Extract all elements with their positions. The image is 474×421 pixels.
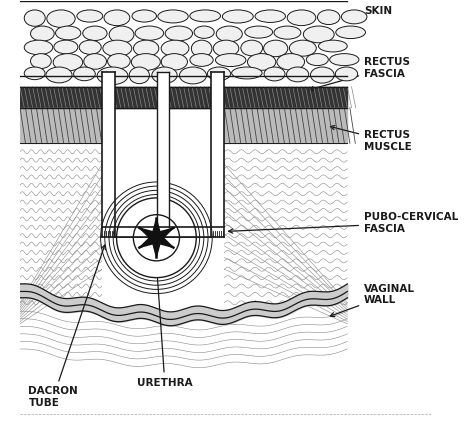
Ellipse shape: [30, 26, 54, 41]
Ellipse shape: [84, 53, 107, 69]
Ellipse shape: [77, 10, 103, 22]
Ellipse shape: [232, 67, 262, 79]
Ellipse shape: [213, 40, 239, 56]
Ellipse shape: [46, 67, 72, 83]
Bar: [157, 72, 169, 237]
Ellipse shape: [287, 10, 316, 26]
Ellipse shape: [336, 26, 365, 39]
Ellipse shape: [132, 10, 156, 22]
Circle shape: [133, 215, 180, 261]
Ellipse shape: [216, 26, 242, 42]
Ellipse shape: [306, 53, 328, 66]
Ellipse shape: [97, 67, 128, 85]
Ellipse shape: [180, 67, 207, 84]
Ellipse shape: [194, 26, 214, 38]
Text: RECTUS
FASCIA: RECTUS FASCIA: [310, 57, 410, 91]
Ellipse shape: [165, 26, 192, 41]
Ellipse shape: [109, 26, 134, 43]
Ellipse shape: [134, 40, 159, 56]
Ellipse shape: [245, 26, 273, 38]
Ellipse shape: [335, 67, 358, 81]
Ellipse shape: [329, 53, 359, 66]
Ellipse shape: [318, 10, 340, 24]
Ellipse shape: [310, 67, 334, 83]
Ellipse shape: [190, 53, 213, 67]
Ellipse shape: [135, 26, 164, 40]
Ellipse shape: [108, 53, 130, 69]
Ellipse shape: [47, 10, 75, 27]
Ellipse shape: [158, 10, 188, 23]
Ellipse shape: [53, 53, 82, 71]
Text: RECTUS
MUSCLE: RECTUS MUSCLE: [330, 125, 412, 152]
Text: DACRON
TUBE: DACRON TUBE: [28, 245, 105, 408]
Ellipse shape: [289, 40, 316, 56]
Text: VAGINAL
WALL: VAGINAL WALL: [330, 284, 415, 317]
Ellipse shape: [24, 40, 53, 55]
Ellipse shape: [54, 40, 78, 54]
Ellipse shape: [222, 10, 253, 23]
Ellipse shape: [24, 10, 45, 26]
Ellipse shape: [287, 67, 309, 82]
Text: URETHRA: URETHRA: [137, 267, 192, 388]
Ellipse shape: [319, 40, 347, 52]
Ellipse shape: [73, 67, 95, 81]
Ellipse shape: [264, 40, 288, 57]
Circle shape: [117, 198, 196, 277]
Ellipse shape: [161, 53, 187, 70]
Ellipse shape: [274, 26, 301, 39]
Text: PUBO-CERVICAL
FASCIA: PUBO-CERVICAL FASCIA: [228, 212, 458, 234]
Ellipse shape: [303, 26, 334, 43]
Ellipse shape: [191, 40, 212, 57]
Ellipse shape: [83, 26, 107, 40]
Ellipse shape: [55, 26, 81, 40]
Ellipse shape: [247, 53, 276, 70]
Ellipse shape: [277, 53, 305, 70]
Ellipse shape: [264, 67, 285, 81]
Bar: [211, 72, 224, 237]
Ellipse shape: [216, 53, 246, 67]
Ellipse shape: [255, 10, 285, 22]
Ellipse shape: [241, 40, 263, 56]
Ellipse shape: [207, 67, 230, 80]
Ellipse shape: [104, 10, 130, 26]
Ellipse shape: [24, 67, 45, 80]
Ellipse shape: [190, 10, 220, 22]
Ellipse shape: [103, 40, 132, 56]
Ellipse shape: [129, 67, 149, 84]
Ellipse shape: [341, 10, 367, 24]
Ellipse shape: [79, 40, 101, 54]
Ellipse shape: [152, 67, 177, 83]
Bar: [115, 227, 211, 237]
Text: SKIN: SKIN: [350, 6, 392, 19]
Ellipse shape: [131, 53, 160, 70]
Ellipse shape: [161, 40, 189, 56]
Bar: [102, 72, 115, 237]
Ellipse shape: [30, 53, 51, 69]
Polygon shape: [140, 219, 173, 257]
